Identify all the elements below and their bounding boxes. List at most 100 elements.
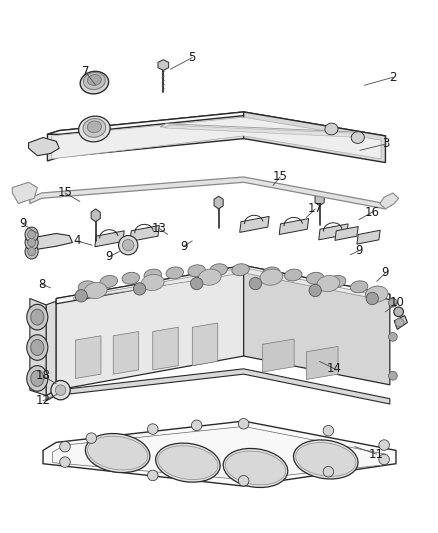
Ellipse shape — [225, 451, 285, 485]
Circle shape — [378, 454, 389, 465]
Polygon shape — [46, 301, 56, 395]
Polygon shape — [56, 265, 389, 304]
Ellipse shape — [223, 448, 287, 488]
Circle shape — [118, 236, 138, 255]
Ellipse shape — [28, 230, 35, 239]
Circle shape — [365, 292, 378, 305]
Circle shape — [191, 420, 201, 431]
Polygon shape — [43, 421, 395, 486]
Polygon shape — [27, 233, 72, 253]
Ellipse shape — [80, 71, 108, 94]
Text: 13: 13 — [151, 222, 166, 235]
Ellipse shape — [144, 269, 161, 281]
Ellipse shape — [83, 72, 105, 90]
Ellipse shape — [25, 244, 38, 259]
Polygon shape — [130, 225, 159, 241]
Text: 12: 12 — [35, 394, 50, 407]
Ellipse shape — [27, 335, 48, 360]
Polygon shape — [47, 112, 385, 140]
Ellipse shape — [394, 319, 403, 326]
Circle shape — [378, 440, 389, 450]
Circle shape — [190, 277, 202, 290]
Text: 8: 8 — [38, 278, 45, 290]
Ellipse shape — [367, 286, 385, 298]
Text: 15: 15 — [272, 171, 287, 183]
Ellipse shape — [78, 281, 95, 293]
Ellipse shape — [100, 276, 117, 287]
Polygon shape — [74, 268, 379, 300]
Polygon shape — [113, 332, 138, 374]
Polygon shape — [47, 112, 243, 161]
Ellipse shape — [328, 276, 345, 287]
Polygon shape — [12, 182, 37, 204]
Circle shape — [322, 425, 333, 436]
Text: 15: 15 — [57, 187, 72, 199]
Ellipse shape — [393, 307, 403, 317]
Polygon shape — [192, 323, 217, 366]
Ellipse shape — [122, 272, 139, 284]
Polygon shape — [46, 369, 389, 404]
Polygon shape — [95, 231, 124, 247]
Ellipse shape — [284, 269, 301, 281]
Text: 16: 16 — [364, 206, 379, 219]
Ellipse shape — [87, 436, 148, 470]
Ellipse shape — [198, 269, 221, 285]
Text: 9: 9 — [19, 217, 27, 230]
Polygon shape — [306, 346, 337, 379]
Polygon shape — [279, 219, 308, 235]
Ellipse shape — [141, 274, 164, 290]
Polygon shape — [164, 125, 354, 137]
Ellipse shape — [87, 75, 101, 85]
Ellipse shape — [78, 116, 110, 142]
Ellipse shape — [31, 370, 44, 386]
Polygon shape — [214, 196, 223, 209]
Circle shape — [75, 289, 87, 302]
Circle shape — [86, 433, 96, 443]
Text: 4: 4 — [73, 235, 81, 247]
Ellipse shape — [155, 443, 220, 482]
Polygon shape — [52, 117, 380, 159]
Text: 2: 2 — [388, 71, 396, 84]
Text: 9: 9 — [105, 251, 113, 263]
Text: 14: 14 — [326, 362, 341, 375]
Circle shape — [308, 284, 321, 297]
Circle shape — [238, 418, 248, 429]
Polygon shape — [239, 216, 268, 232]
Circle shape — [51, 381, 70, 400]
Circle shape — [388, 333, 396, 341]
Text: 3: 3 — [382, 138, 389, 150]
Polygon shape — [393, 316, 406, 329]
Ellipse shape — [85, 433, 150, 473]
Text: 7: 7 — [81, 66, 89, 78]
Circle shape — [147, 424, 158, 434]
Ellipse shape — [262, 267, 279, 279]
Polygon shape — [30, 177, 385, 209]
Polygon shape — [75, 336, 101, 378]
Circle shape — [388, 372, 396, 380]
Text: 9: 9 — [179, 240, 187, 253]
Ellipse shape — [28, 238, 35, 247]
Polygon shape — [56, 265, 243, 390]
Polygon shape — [28, 138, 59, 156]
Ellipse shape — [31, 309, 44, 325]
Text: 9: 9 — [354, 244, 362, 257]
Polygon shape — [243, 112, 385, 163]
Ellipse shape — [293, 440, 357, 479]
Ellipse shape — [87, 121, 101, 133]
Ellipse shape — [259, 269, 282, 285]
Ellipse shape — [25, 235, 38, 250]
Polygon shape — [262, 339, 293, 372]
Circle shape — [55, 385, 66, 395]
Polygon shape — [243, 265, 389, 385]
Ellipse shape — [350, 132, 364, 143]
Circle shape — [238, 475, 248, 486]
Polygon shape — [356, 230, 379, 244]
Polygon shape — [158, 60, 168, 70]
Polygon shape — [379, 193, 398, 209]
Ellipse shape — [166, 267, 183, 279]
Ellipse shape — [27, 366, 48, 391]
Text: 10: 10 — [389, 296, 404, 309]
Ellipse shape — [231, 264, 249, 276]
Ellipse shape — [83, 118, 106, 138]
Polygon shape — [152, 327, 178, 370]
